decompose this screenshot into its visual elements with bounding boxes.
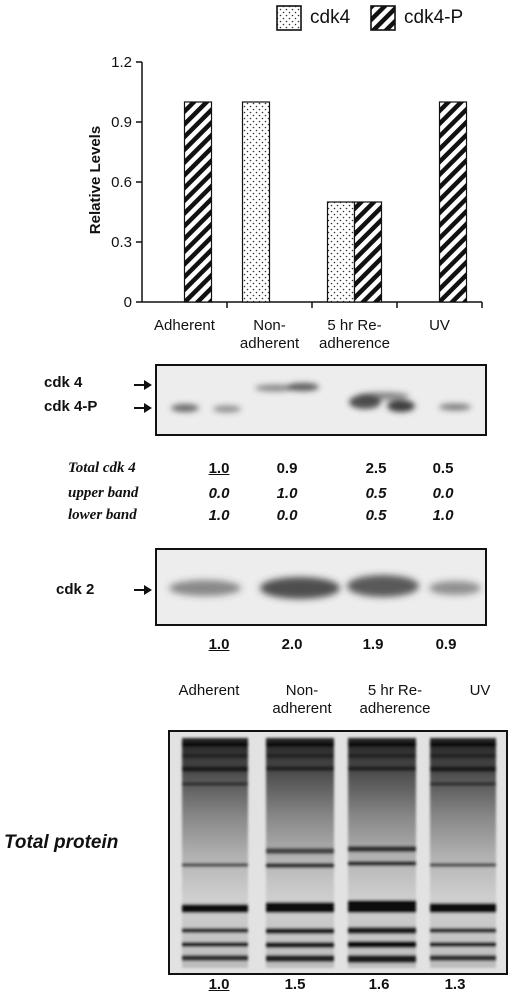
gel-lane-3	[348, 738, 416, 968]
y-axis-label: Relative Levels	[87, 126, 104, 234]
tp-lane-label-uv: UV	[450, 682, 510, 700]
gel-lane-4	[430, 738, 496, 968]
quant-total-readherence: 2.5	[365, 460, 387, 477]
tp-lane-label-adherent-line1: Adherent	[178, 682, 240, 699]
quant-total-nonadherent: 0.9	[276, 460, 298, 477]
y-tick-label: 0.6	[111, 174, 132, 191]
tp-val-adherent: 1.0	[208, 976, 230, 993]
quant-lower-adherent: 1.0	[208, 507, 230, 524]
legend-swatch-hatch	[370, 5, 396, 31]
blot1-label-cdk4: cdk 4	[44, 374, 83, 391]
tp-val-readherence: 1.6	[368, 976, 390, 993]
tp-lane-label-readherence-line2: adherence	[359, 700, 431, 717]
tp-val-uv: 1.3	[444, 976, 466, 993]
blot1-cdk4-image	[155, 364, 487, 436]
blot2-label-cdk2: cdk 2	[56, 581, 95, 598]
bar-cdk4-2	[326, 201, 356, 303]
x-tick-label: 5 hr Re-	[327, 317, 381, 334]
bar-cdk4-1	[241, 101, 271, 303]
quant-total-uv: 0.5	[432, 460, 454, 477]
gel-lane-1	[182, 738, 248, 968]
tp-lane-label-nonadherent-line2: adherent	[272, 700, 332, 717]
quant-row-label-upper: upper band	[68, 485, 139, 501]
bar-cdk4-p-3	[438, 101, 468, 303]
tp-lane-label-nonadherent-line1: Non-	[285, 682, 319, 699]
cdk2-val-adherent: 1.0	[208, 636, 230, 653]
quant-upper-nonadherent: 1.0	[276, 485, 298, 502]
legend-label-cdk4-p: cdk4-P	[404, 7, 464, 28]
quant-lower-nonadherent: 0.0	[276, 507, 298, 524]
quant-upper-readherence: 0.5	[365, 485, 387, 502]
legend-item-cdk4-p: cdk4-P	[370, 4, 463, 32]
x-tick-label: Adherent	[154, 317, 216, 334]
bar-cdk4-p-0	[183, 101, 213, 303]
y-tick-label: 0	[124, 294, 132, 311]
tp-lane-label-readherence: 5 hr Re- adherence	[345, 682, 445, 718]
quant-lower-uv: 1.0	[432, 507, 454, 524]
blot2-cdk2-image	[155, 548, 487, 626]
tp-lane-label-adherent: Adherent	[154, 682, 264, 700]
x-tick-label: adherent	[240, 335, 300, 352]
y-tick-label: 0.3	[111, 234, 132, 251]
quant-lower-readherence: 0.5	[365, 507, 387, 524]
tp-lane-label-readherence-line1: 5 hr Re-	[367, 682, 423, 699]
cdk2-val-readherence: 1.9	[362, 636, 384, 653]
legend-swatch-dots	[276, 5, 302, 31]
cdk2-val-uv: 0.9	[435, 636, 457, 653]
quant-total-adherent: 1.0	[208, 460, 230, 477]
total-protein-gel-image	[168, 730, 508, 975]
bar-chart: 0 0.3 0.6 0.9 1.2 Adherent Non-adherent 5 hr R…	[87, 54, 483, 352]
tp-lane-label-uv-line1: UV	[469, 682, 491, 699]
quant-upper-adherent: 0.0	[208, 485, 230, 502]
cdk2-val-nonadherent: 2.0	[281, 636, 303, 653]
x-tick-label: UV	[429, 317, 450, 334]
chart-bars	[183, 101, 468, 303]
x-tick-label: adherence	[319, 335, 390, 352]
chart-axes: 0 0.3 0.6 0.9 1.2	[111, 54, 483, 311]
blot1-arrows	[134, 380, 152, 413]
quant-row-label-lower: lower band	[68, 507, 137, 523]
y-tick-label: 0.9	[111, 114, 132, 131]
blot1-label-cdk4-p: cdk 4-P	[44, 398, 98, 415]
bar-cdk4-p-2	[353, 201, 383, 303]
y-tick-label: 1.2	[111, 54, 132, 71]
total-protein-label: Total protein	[4, 832, 119, 853]
x-tick-label: Non-	[253, 317, 286, 334]
quant-row-label-total: Total cdk 4	[68, 460, 136, 476]
chart-x-labels: Adherent Non-adherent 5 hr Re-adherence UV	[154, 317, 450, 352]
gel-lane-2	[266, 738, 334, 968]
blot2-arrow	[134, 585, 152, 595]
tp-val-nonadherent: 1.5	[284, 976, 306, 993]
legend-item-cdk4: cdk4	[276, 4, 350, 32]
quant-upper-uv: 0.0	[432, 485, 454, 502]
legend-label-cdk4: cdk4	[310, 7, 351, 28]
tp-lane-label-nonadherent: Non- adherent	[252, 682, 352, 718]
